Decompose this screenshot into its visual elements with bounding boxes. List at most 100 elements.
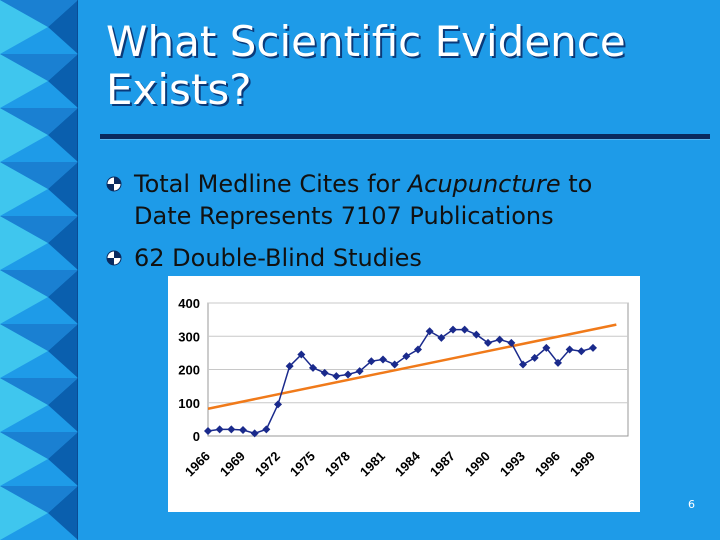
bullet-1-line2: Date Represents 7107 Publications	[134, 202, 554, 230]
bullet-item-medline: Total Medline Cites for Acupuncture to D…	[106, 168, 696, 232]
band-triangle-light	[0, 216, 48, 270]
x-tick-group: 1978	[322, 448, 353, 479]
checker-ball-icon	[106, 250, 122, 266]
title-divider	[100, 134, 710, 139]
decorative-triangle-band	[0, 0, 78, 540]
data-point	[519, 360, 527, 369]
data-point	[495, 335, 504, 344]
bullet-1-italic-term: Acupuncture	[407, 170, 561, 198]
x-tick-label: 1981	[357, 448, 388, 479]
x-tick-group: 1993	[497, 448, 528, 479]
band-triangle-light	[0, 486, 48, 540]
band-triangle-mid	[0, 432, 78, 459]
band-triangle-dark	[48, 486, 78, 540]
data-point	[344, 370, 352, 379]
x-tick-group: 1996	[532, 448, 563, 479]
band-triangle-dark	[48, 54, 78, 108]
y-tick-label: 400	[178, 296, 200, 311]
data-point	[297, 350, 306, 359]
y-tick-label: 300	[178, 329, 200, 344]
x-tick-group: 1990	[462, 448, 493, 479]
publications-chart: 0 100 200 300 400 1966 1969 1972 1975 1978 1981 198…	[168, 276, 640, 512]
data-point	[309, 363, 317, 372]
band-triangle-mid	[0, 324, 78, 351]
band-triangle-dark	[48, 108, 78, 162]
data-point	[390, 360, 399, 369]
x-tick-label: 1978	[322, 448, 353, 479]
data-point	[355, 367, 364, 376]
band-triangle-light	[0, 432, 48, 486]
x-tick-group: 1975	[287, 448, 318, 479]
y-tick-label: 0	[193, 429, 200, 444]
data-point	[565, 345, 574, 354]
trend-line	[207, 323, 617, 410]
x-tick-label: 1972	[252, 448, 283, 479]
band-triangle-dark	[48, 324, 78, 378]
data-point	[204, 427, 212, 436]
band-triangle-dark	[48, 378, 78, 432]
data-point	[320, 368, 329, 377]
data-line	[207, 328, 594, 435]
data-point	[274, 400, 282, 409]
data-point	[589, 343, 597, 352]
data-point	[285, 362, 294, 371]
x-tick-label: 1975	[287, 448, 318, 479]
band-triangle-dark	[48, 270, 78, 324]
checker-ball-icon	[106, 176, 122, 192]
x-tick-label: 1966	[182, 448, 213, 479]
data-point	[460, 325, 469, 334]
data-point	[472, 330, 481, 339]
data-point	[577, 347, 586, 356]
slide-number: 6	[688, 498, 695, 511]
band-triangle-mid	[0, 0, 78, 27]
band-triangle-mid	[0, 378, 78, 405]
data-point	[554, 358, 562, 367]
data-point	[367, 357, 376, 366]
band-triangle-light	[0, 54, 48, 108]
band-triangle-mid	[0, 486, 78, 513]
data-point	[250, 429, 259, 438]
data-point	[507, 338, 516, 347]
data-point	[379, 355, 387, 364]
slide-title-line1: What Scientific Evidence	[106, 17, 626, 66]
data-point	[542, 343, 551, 352]
data-point	[262, 425, 271, 434]
data-point	[530, 353, 539, 362]
band-triangle-mid	[0, 216, 78, 243]
data-point	[239, 426, 247, 435]
data-point	[402, 352, 411, 361]
band-triangle-mid	[0, 108, 78, 135]
band-triangle-dark	[48, 432, 78, 486]
x-tick-group: 1969	[217, 448, 248, 479]
x-tick-label: 1996	[532, 448, 563, 479]
bullet-item-double-blind: 62 Double-Blind Studies	[106, 242, 696, 274]
x-tick-group: 1984	[392, 448, 424, 480]
band-triangle-dark	[48, 0, 78, 54]
slide-title-line2: Exists?	[106, 65, 252, 114]
bullet-2-text: 62 Double-Blind Studies	[134, 244, 422, 272]
data-point	[437, 333, 446, 342]
band-triangle-light	[0, 378, 48, 432]
x-tick-group: 1972	[252, 448, 283, 479]
slide-title: What Scientific Evidence Exists?	[106, 18, 706, 114]
data-point	[425, 327, 434, 336]
bullet-1-text-after: to	[560, 170, 593, 198]
x-tick-label: 1987	[427, 448, 458, 479]
band-triangle-light	[0, 108, 48, 162]
band-triangle-light	[0, 324, 48, 378]
band-triangle-light	[0, 0, 48, 54]
data-point	[414, 345, 422, 354]
x-tick-group: 1966	[182, 448, 213, 479]
band-triangle-mid	[0, 162, 78, 189]
x-tick-label: 1990	[462, 448, 493, 479]
band-triangle-light	[0, 162, 48, 216]
x-tick-group: 1999	[567, 448, 598, 479]
data-point	[484, 338, 492, 347]
band-triangle-mid	[0, 54, 78, 81]
x-tick-label: 1993	[497, 448, 528, 479]
band-triangle-mid	[0, 270, 78, 297]
band-triangle-dark	[48, 216, 78, 270]
band-triangle-light	[0, 270, 48, 324]
x-tick-label: 1969	[217, 448, 248, 479]
